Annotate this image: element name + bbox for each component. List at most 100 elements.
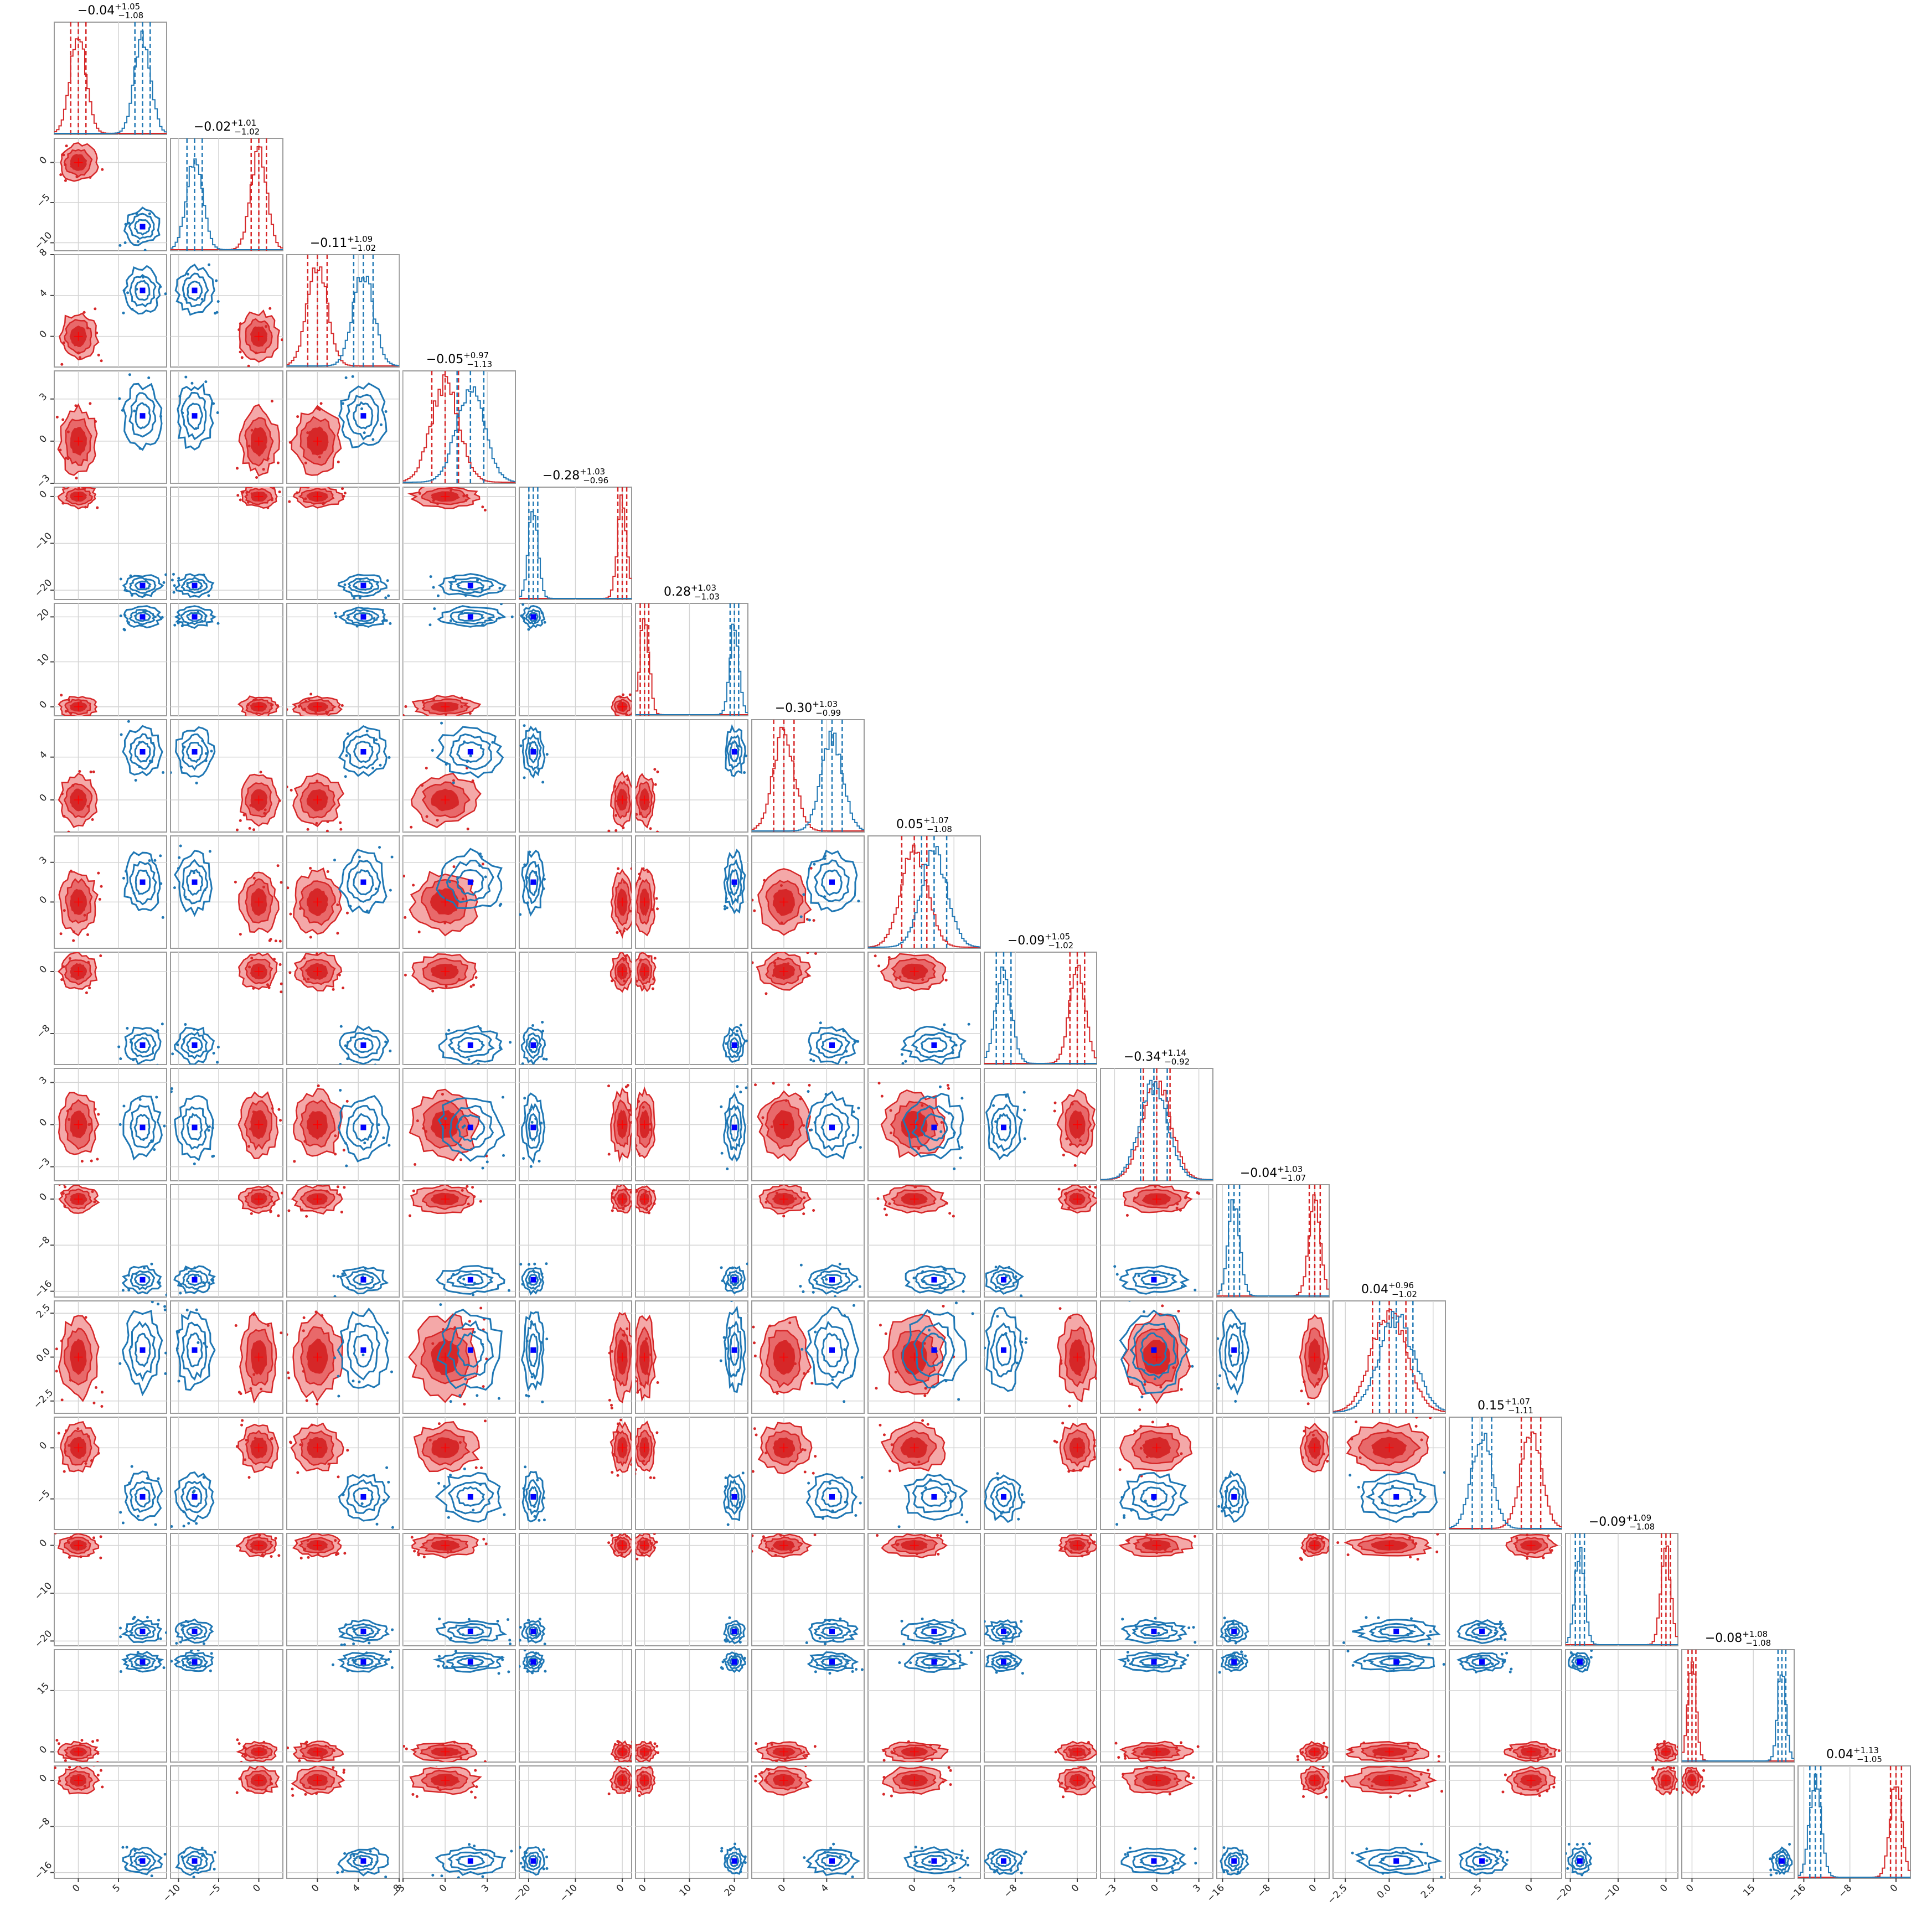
blue-contour-1 <box>914 1269 956 1290</box>
blue-outlier <box>1130 1509 1133 1512</box>
red-outlier <box>649 827 652 830</box>
panel-13-2 <box>286 1533 400 1646</box>
red-outlier <box>315 1792 318 1795</box>
blue-contour-1 <box>182 859 209 905</box>
red-outlier <box>1116 1533 1118 1534</box>
blue-contour-1 <box>129 577 157 594</box>
red-outlier <box>462 494 466 498</box>
blue-outlier <box>541 1029 545 1032</box>
blue-outlier <box>1143 1369 1146 1372</box>
red-outlier <box>1415 1417 1418 1419</box>
blue-outlier <box>159 882 163 885</box>
blue-outlier <box>1153 1377 1156 1381</box>
blue-outlier <box>533 1515 536 1518</box>
blue-contour-0 <box>121 1619 163 1644</box>
red-outlier <box>305 969 308 972</box>
blue-contour-0 <box>337 1847 389 1877</box>
red-outlier <box>630 1463 632 1466</box>
blue-contour-2 <box>353 401 374 430</box>
panel-marks <box>636 1301 748 1413</box>
red-outlier <box>83 913 86 917</box>
blue-outlier <box>333 859 336 862</box>
blue-contour-1 <box>1132 1623 1178 1640</box>
red-outlier <box>876 1534 879 1537</box>
red-outlier <box>346 1449 349 1452</box>
blue-outlier <box>736 1029 739 1032</box>
red-outlier <box>1086 1551 1089 1554</box>
panel-marks <box>752 720 864 832</box>
red-outlier <box>96 1774 100 1777</box>
blue-contour-1 <box>1368 1623 1425 1640</box>
truth-marker <box>731 1277 737 1283</box>
red-outlier <box>1386 1429 1389 1433</box>
red-outlier <box>60 792 64 795</box>
blue-contour-1 <box>181 733 209 771</box>
blue-contour-2 <box>529 1626 539 1637</box>
blue-outlier <box>201 1854 204 1857</box>
red-outlier <box>307 900 311 903</box>
red-outlier <box>1306 1402 1310 1406</box>
red-outlier <box>101 1785 104 1789</box>
red-outlier <box>337 461 340 464</box>
y-tick-label: −8 <box>35 1234 53 1252</box>
red-outlier <box>1373 1754 1377 1757</box>
red-outlier <box>611 1209 614 1212</box>
blue-contour-1 <box>726 1655 742 1670</box>
red-outlier <box>1133 1196 1137 1200</box>
blue-outlier <box>1424 1862 1427 1865</box>
blue-outlier <box>1342 1641 1346 1645</box>
red-outlier <box>1518 1755 1522 1759</box>
blue-contour-1 <box>1132 1269 1178 1290</box>
red-outlier <box>460 705 463 708</box>
truth-marker <box>731 879 737 885</box>
panel-marks <box>287 487 399 600</box>
blue-contour-1 <box>990 1269 1018 1290</box>
blue-outlier <box>150 1262 153 1265</box>
red-outlier <box>1529 1785 1532 1789</box>
blue-outlier <box>130 593 133 597</box>
blue-outlier <box>1167 1273 1170 1276</box>
blue-contour-0 <box>521 1846 545 1876</box>
y-tick-label: 0 <box>38 1117 50 1129</box>
red-outlier <box>83 487 86 490</box>
panel-marks <box>868 1185 980 1297</box>
red-outlier <box>327 1463 330 1466</box>
red-outlier <box>1404 1776 1407 1779</box>
red-outlier <box>1536 1776 1539 1780</box>
blue-outlier <box>1021 1672 1024 1675</box>
red-outlier <box>100 359 103 363</box>
blue-outlier <box>525 1340 529 1343</box>
red-outlier <box>267 986 271 989</box>
red-outlier <box>289 912 292 916</box>
red-outlier <box>301 1208 304 1211</box>
red-outlier <box>422 1127 425 1130</box>
blue-outlier <box>354 1659 357 1662</box>
blue-outlier <box>720 1266 723 1269</box>
blue-outlier <box>473 1330 476 1334</box>
red-outlier <box>250 428 254 432</box>
blue-contour-2 <box>995 1112 1011 1142</box>
blue-outlier <box>332 1274 335 1278</box>
blue-outlier <box>725 877 729 880</box>
red-outlier <box>252 708 256 711</box>
blue-outlier <box>823 895 826 898</box>
red-outlier <box>1381 1775 1384 1779</box>
red-outlier <box>61 502 65 505</box>
blue-outlier <box>182 1525 185 1528</box>
red-outlier <box>1367 1778 1371 1781</box>
red-outlier <box>62 341 65 344</box>
param-title-14: −0.08+1.08 −1.08 <box>1705 1629 1771 1648</box>
blue-outlier <box>479 1483 482 1486</box>
red-outlier <box>302 1370 305 1373</box>
red-outlier <box>632 1774 635 1776</box>
red-outlier <box>779 884 783 887</box>
red-outlier <box>805 918 809 921</box>
red-outlier <box>882 1759 886 1762</box>
red-outlier <box>94 1386 97 1389</box>
truth-marker <box>829 1494 835 1500</box>
red-outlier <box>1054 1750 1057 1754</box>
red-outlier <box>610 1403 613 1407</box>
panel-marks <box>636 1417 748 1530</box>
panel-8-4 <box>519 952 632 1065</box>
red-outlier <box>1526 1533 1529 1537</box>
